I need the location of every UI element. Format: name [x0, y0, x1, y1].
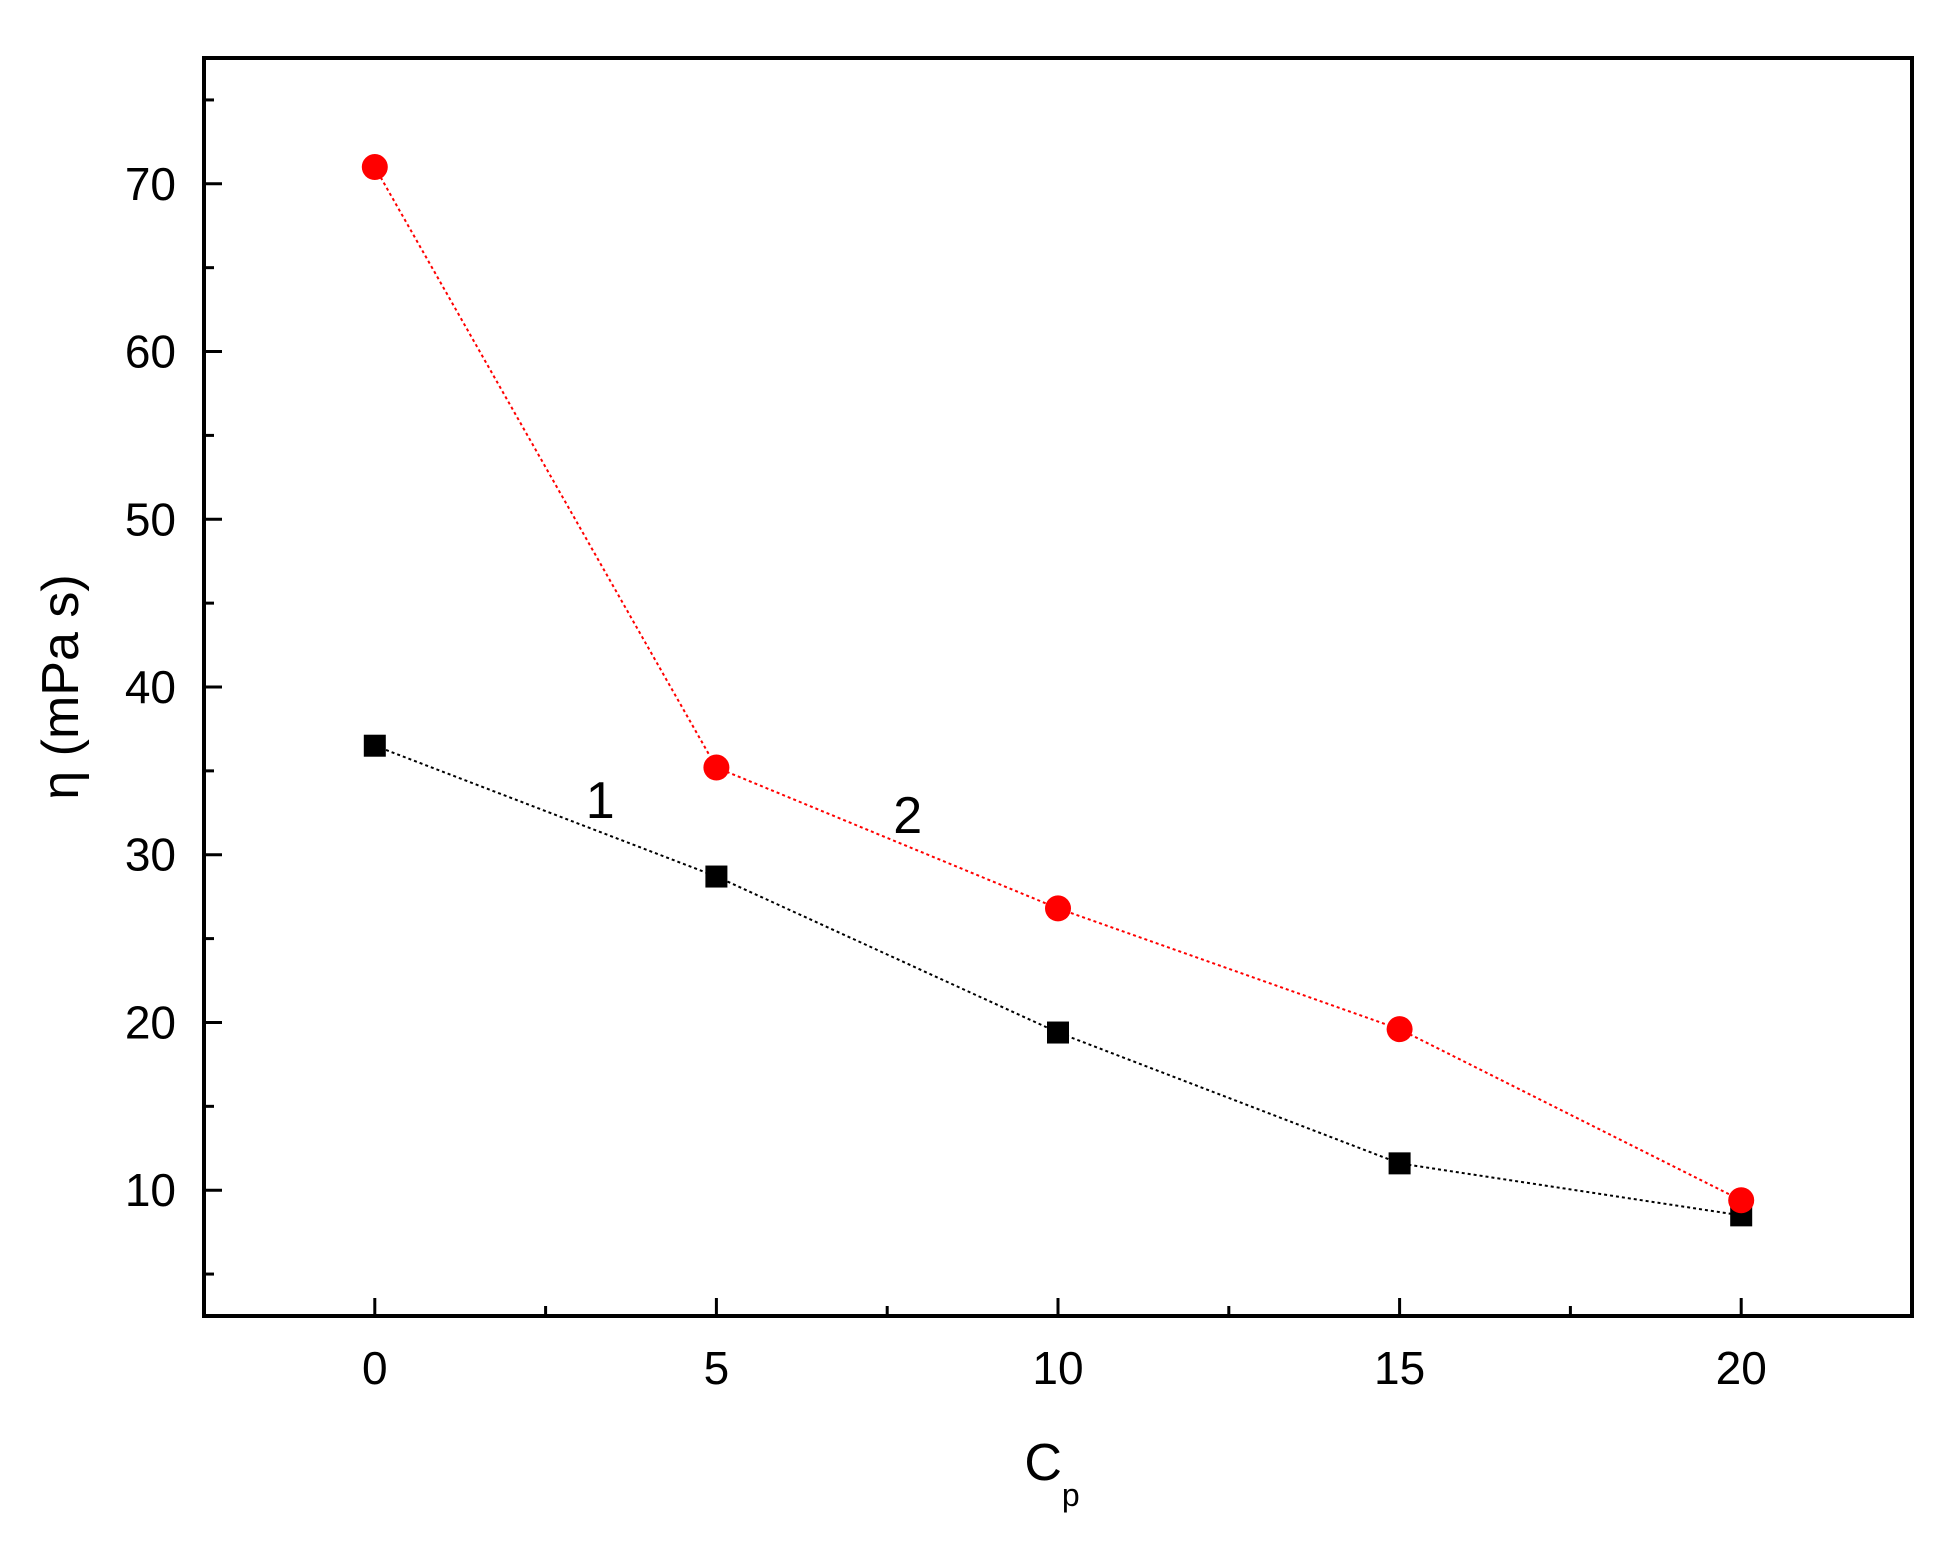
- data-point: [361, 154, 388, 181]
- series-label: 1: [586, 772, 615, 830]
- y-tick-label: 20: [125, 996, 176, 1048]
- data-point: [1047, 1021, 1069, 1044]
- plot-frame: [202, 56, 1914, 1318]
- axis-tick-labels: 0 5 10 15 20 10 20 30 40 50 60 70: [125, 158, 1767, 1394]
- x-axis-title: Cp: [1024, 1434, 1079, 1513]
- y-tick-label: 40: [125, 661, 176, 713]
- y-tick-label: 60: [125, 326, 176, 378]
- y-tick-label: 70: [125, 158, 176, 210]
- x-tick-label: 5: [704, 1342, 730, 1394]
- data-point: [705, 865, 728, 888]
- series-line: [373, 166, 1742, 1202]
- data-point: [1386, 1016, 1413, 1043]
- data-point: [363, 734, 386, 757]
- x-tick-label: 15: [1374, 1342, 1425, 1394]
- series-2: 2: [361, 154, 1755, 1214]
- x-tick-label: 20: [1716, 1342, 1767, 1394]
- series-line: [374, 744, 1742, 1217]
- data-point: [1388, 1152, 1411, 1175]
- x-tick-label: 10: [1032, 1342, 1083, 1394]
- series-1: 1: [363, 734, 1753, 1227]
- data-point: [1728, 1187, 1755, 1214]
- y-tick-label: 30: [125, 829, 176, 881]
- series-label: 2: [893, 787, 922, 845]
- data-point: [703, 754, 730, 781]
- x-tick-label: 0: [362, 1342, 388, 1394]
- x-axis-title-subscript: p: [1062, 1477, 1080, 1513]
- data-point: [1045, 895, 1071, 922]
- axis-ticks: [204, 98, 1743, 1316]
- x-axis-title-main: C: [1024, 1434, 1062, 1492]
- y-tick-label: 50: [125, 493, 176, 545]
- y-tick-label: 10: [125, 1164, 176, 1216]
- y-axis-title: η (mPa s): [32, 574, 90, 799]
